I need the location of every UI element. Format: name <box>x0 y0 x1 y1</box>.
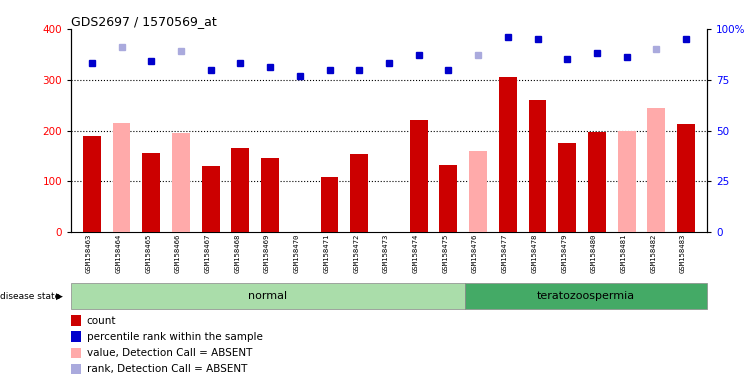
Text: GSM158476: GSM158476 <box>472 233 478 273</box>
Bar <box>465 283 707 309</box>
Text: GSM158483: GSM158483 <box>680 233 686 273</box>
Bar <box>231 148 249 232</box>
Text: count: count <box>87 316 116 326</box>
Text: GSM158480: GSM158480 <box>591 233 597 273</box>
Text: GSM158468: GSM158468 <box>234 233 240 273</box>
Bar <box>202 166 220 232</box>
Text: GSM158482: GSM158482 <box>650 233 656 273</box>
Text: GSM158477: GSM158477 <box>502 233 508 273</box>
Bar <box>261 157 279 232</box>
Text: teratozoospermia: teratozoospermia <box>537 291 635 301</box>
Text: GSM158467: GSM158467 <box>205 233 211 273</box>
Text: GSM158469: GSM158469 <box>264 233 270 273</box>
Bar <box>588 132 606 232</box>
Text: GSM158481: GSM158481 <box>621 233 627 273</box>
Text: GSM158465: GSM158465 <box>145 233 151 273</box>
Text: normal: normal <box>248 291 287 301</box>
Text: disease state: disease state <box>0 291 63 301</box>
Bar <box>172 133 190 232</box>
Bar <box>618 131 636 232</box>
Bar <box>71 283 465 309</box>
Bar <box>469 151 487 232</box>
Text: value, Detection Call = ABSENT: value, Detection Call = ABSENT <box>87 348 252 358</box>
Bar <box>558 143 576 232</box>
Text: GSM158475: GSM158475 <box>442 233 448 273</box>
Bar <box>410 120 428 232</box>
Text: GSM158473: GSM158473 <box>383 233 389 273</box>
Text: GSM158474: GSM158474 <box>413 233 419 273</box>
Text: percentile rank within the sample: percentile rank within the sample <box>87 332 263 342</box>
Bar <box>321 177 338 232</box>
Text: GSM158471: GSM158471 <box>324 233 330 273</box>
Text: GDS2697 / 1570569_at: GDS2697 / 1570569_at <box>71 15 217 28</box>
Text: rank, Detection Call = ABSENT: rank, Detection Call = ABSENT <box>87 364 247 374</box>
Text: GSM158479: GSM158479 <box>561 233 567 273</box>
Text: GSM158464: GSM158464 <box>116 233 122 273</box>
Bar <box>499 77 517 232</box>
Bar <box>440 165 457 232</box>
Text: GSM158463: GSM158463 <box>86 233 92 273</box>
Text: GSM158478: GSM158478 <box>532 233 538 273</box>
Bar <box>83 136 101 232</box>
Bar <box>677 124 695 232</box>
Bar <box>142 154 160 232</box>
Text: GSM158470: GSM158470 <box>294 233 300 273</box>
Text: GSM158466: GSM158466 <box>175 233 181 273</box>
Bar <box>350 154 368 232</box>
Text: ▶: ▶ <box>56 291 63 301</box>
Bar <box>529 100 547 232</box>
Bar <box>648 108 665 232</box>
Bar <box>113 123 130 232</box>
Text: GSM158472: GSM158472 <box>353 233 359 273</box>
